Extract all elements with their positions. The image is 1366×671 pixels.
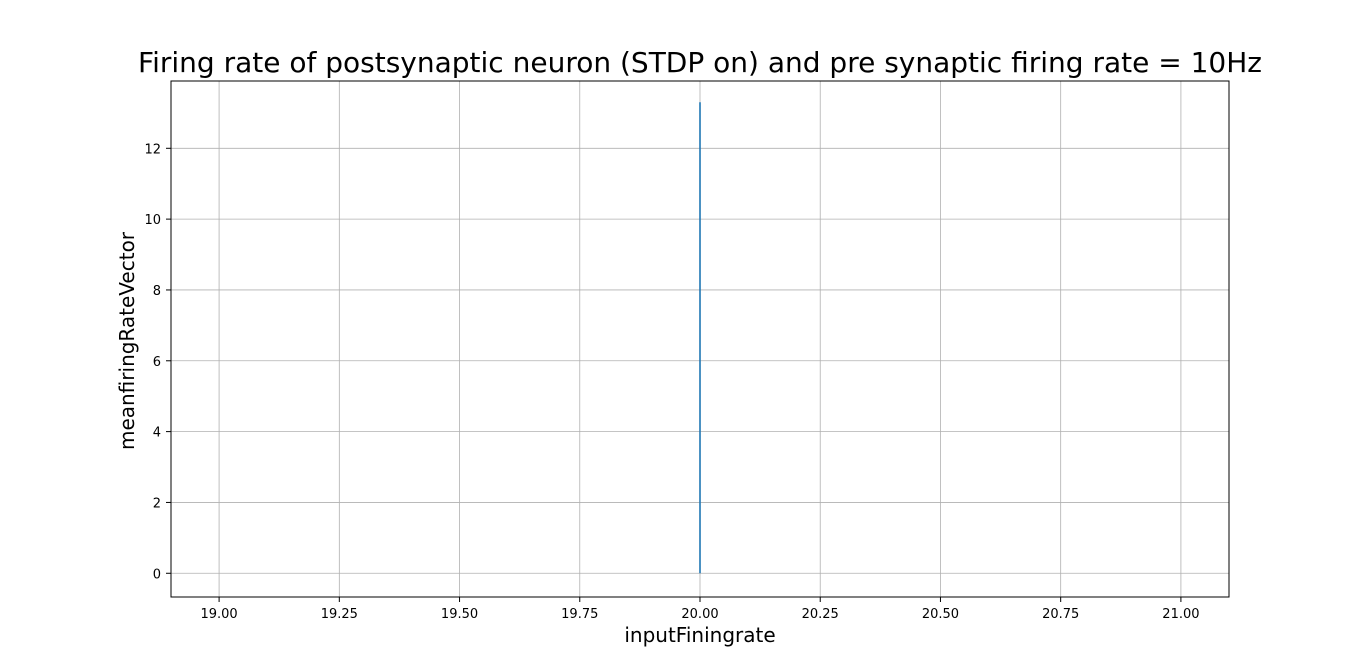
- y-tick-label: 2: [153, 496, 161, 511]
- y-tick-label: 6: [153, 355, 161, 370]
- y-tick-label: 4: [153, 426, 161, 441]
- x-tick-label: 20.00: [681, 607, 718, 622]
- y-tick-label: 0: [153, 567, 161, 582]
- y-axis-label: meanfiringRateVector: [115, 231, 139, 450]
- x-tick-label: 19.50: [441, 607, 478, 622]
- y-tick-label: 10: [144, 213, 161, 228]
- x-tick-label: 19.00: [200, 607, 237, 622]
- chart-title: Firing rate of postsynaptic neuron (STDP…: [138, 46, 1262, 79]
- x-tick-label: 19.25: [321, 607, 358, 622]
- x-axis-label: inputFiningrate: [624, 623, 775, 647]
- x-tick-label: 19.75: [561, 607, 598, 622]
- y-tick-label: 12: [144, 142, 161, 157]
- x-tick-label: 20.25: [802, 607, 839, 622]
- x-tick-label: 20.50: [922, 607, 959, 622]
- y-tick-label: 8: [153, 284, 161, 299]
- x-tick-label: 21.00: [1162, 607, 1199, 622]
- x-axis: 19.00 19.25 19.50 19.75 20.00 20.25 20.50 20.75…: [200, 597, 1200, 622]
- y-axis: 0 2 4 6 8 10 12: [144, 142, 171, 582]
- x-tick-label: 20.75: [1042, 607, 1079, 622]
